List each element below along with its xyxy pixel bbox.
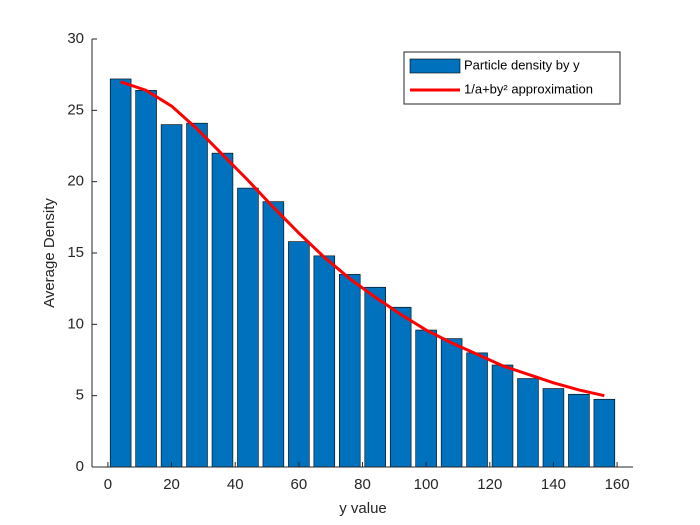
x-axis-label: y value bbox=[339, 500, 387, 517]
bar bbox=[491, 364, 514, 468]
x-tick-label: 100 bbox=[414, 476, 439, 493]
x-tick-label: 60 bbox=[291, 476, 308, 493]
x-tick-label: 20 bbox=[163, 476, 180, 493]
y-tick-label: 25 bbox=[67, 101, 84, 118]
bar bbox=[440, 338, 463, 468]
bar bbox=[262, 201, 285, 468]
y-tick-label: 10 bbox=[67, 315, 84, 332]
bar bbox=[288, 241, 310, 468]
bar bbox=[313, 255, 336, 468]
y-tick-label: 5 bbox=[76, 387, 84, 404]
bar bbox=[542, 388, 565, 468]
bar bbox=[389, 306, 412, 468]
bar bbox=[109, 78, 132, 468]
x-tick-label: 140 bbox=[541, 476, 566, 493]
bar bbox=[135, 90, 157, 468]
legend-label: 1/a+by² approximation bbox=[464, 81, 593, 96]
y-tick-label: 20 bbox=[67, 173, 84, 190]
y-tick-label: 30 bbox=[67, 30, 84, 47]
x-tick-label: 120 bbox=[477, 476, 502, 493]
bar bbox=[593, 398, 616, 468]
x-tick-label: 0 bbox=[104, 476, 112, 493]
legend-box bbox=[403, 51, 621, 105]
bar bbox=[466, 352, 488, 468]
bar bbox=[186, 122, 208, 468]
line bbox=[120, 80, 605, 398]
legend-swatch bbox=[409, 58, 461, 74]
x-tick-label: 40 bbox=[227, 476, 244, 493]
bar bbox=[517, 378, 539, 468]
bar bbox=[237, 187, 259, 468]
y-axis-label: Average Density bbox=[41, 198, 58, 308]
bar bbox=[415, 329, 437, 468]
x-tick-label: 80 bbox=[354, 476, 371, 493]
bar bbox=[211, 152, 234, 468]
bar bbox=[160, 124, 183, 468]
bar bbox=[568, 393, 590, 468]
y-tick-label: 15 bbox=[67, 244, 84, 261]
bar bbox=[364, 286, 386, 468]
bar bbox=[339, 274, 361, 468]
legend-label: Particle density by y bbox=[464, 57, 580, 72]
x-tick-label: 160 bbox=[605, 476, 630, 493]
y-tick-label: 0 bbox=[76, 458, 84, 475]
